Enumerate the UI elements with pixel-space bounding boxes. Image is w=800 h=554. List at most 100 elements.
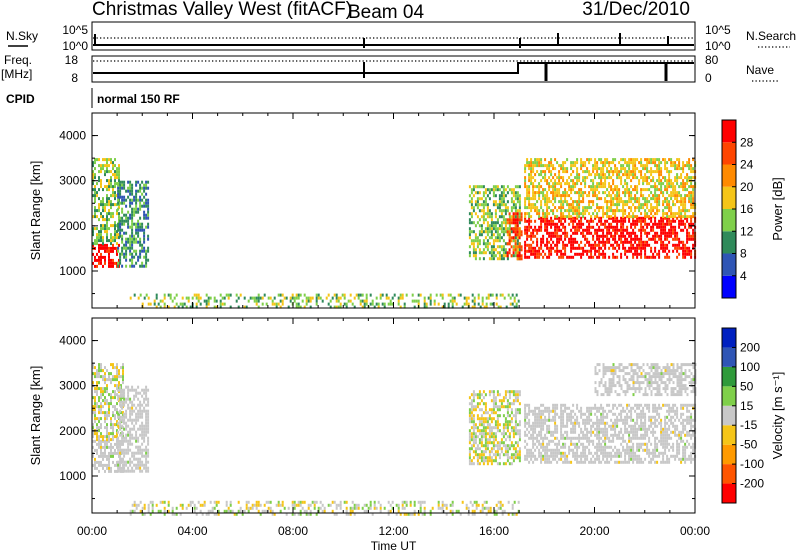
scatter-cell (536, 433, 539, 437)
scatter-cell (494, 411, 497, 415)
scatter-cell (512, 390, 515, 394)
scatter-cell (98, 387, 100, 391)
scatter-cell (490, 215, 493, 219)
scatter-cell (108, 432, 110, 436)
scatter-cell (129, 249, 132, 253)
scatter-cell (548, 206, 551, 210)
scatter-cell (514, 209, 517, 213)
scatter-cell (518, 402, 521, 406)
scatter-cell (297, 305, 300, 309)
scatter-cell (596, 454, 599, 458)
scatter-cell (143, 210, 146, 214)
scatter-cell (116, 463, 118, 467)
scatter-cell (552, 430, 555, 434)
scatter-cell (141, 433, 144, 437)
scatter-cell (474, 405, 477, 409)
scatter-cell (552, 448, 555, 452)
scatter-cell (662, 231, 665, 235)
scatter-cell (536, 170, 539, 174)
scatter-cell (632, 430, 635, 434)
scatter-cell (486, 230, 489, 234)
scatter-cell (100, 390, 102, 394)
scatter-cell (560, 219, 563, 223)
scatter-cell (540, 436, 543, 440)
scatter-cell (131, 237, 134, 241)
scatter-cell (512, 230, 515, 234)
scatter-cell (137, 198, 140, 202)
scatter-cell (237, 296, 240, 300)
scatter-cell (572, 216, 575, 220)
scatter-cell (472, 405, 475, 409)
scatter-cell (494, 188, 497, 192)
scatter-cell (106, 426, 108, 430)
scatter-cell (486, 239, 489, 243)
scatter-cell (108, 402, 110, 406)
scatter-cell (590, 188, 593, 192)
scatter-cell (618, 433, 621, 437)
scatter-cell (141, 204, 144, 208)
scatter-cell (628, 234, 631, 238)
scatter-cell (570, 412, 573, 416)
scatter-cell (538, 197, 541, 201)
scatter-cell (512, 218, 515, 222)
scatter-cell (472, 230, 475, 234)
scatter-cell (626, 451, 629, 455)
scatter-cell (560, 164, 563, 168)
scatter-cell (518, 185, 521, 189)
scatter-cell (596, 231, 599, 235)
scatter-cell (375, 302, 378, 306)
scatter-cell (470, 459, 473, 463)
scatter-cell (578, 445, 581, 449)
scatter-cell (590, 179, 593, 183)
scatter-cell (125, 231, 128, 235)
scatter-cell (534, 255, 537, 259)
scatter-cell (518, 393, 521, 397)
scatter-cell (626, 427, 629, 431)
scatter-cell (654, 231, 657, 235)
scatter-cell (572, 448, 575, 452)
scatter-cell (108, 212, 110, 216)
scatter-cell (512, 200, 515, 204)
scatter-cell (524, 249, 527, 253)
scatter-cell (125, 258, 128, 262)
scatter-region (129, 293, 520, 309)
scatter-cell (562, 164, 565, 168)
scatter-cell (654, 219, 657, 223)
scatter-cell (624, 203, 627, 207)
scatter-cell (112, 414, 114, 418)
scatter-cell (534, 158, 537, 162)
scatter-cell (684, 215, 687, 219)
scatter-cell (640, 225, 643, 229)
scatter-cell (121, 469, 124, 473)
scatter-cell (638, 252, 641, 256)
scatter-cell (612, 209, 615, 213)
scatter-cell (120, 393, 122, 397)
scatter-cell (626, 442, 629, 446)
scatter-cell (488, 417, 491, 421)
scatter-cell (566, 231, 569, 235)
scatter-cell (106, 164, 108, 168)
scatter-cell (642, 176, 645, 180)
scatter-cell (478, 242, 481, 246)
scatter-cell (496, 450, 499, 454)
scatter-cell (594, 231, 597, 235)
scatter-cell (492, 245, 495, 249)
scatter-cell (500, 215, 503, 219)
scatter-cell (594, 176, 597, 180)
scatter-cell (197, 293, 200, 297)
scatter-cell (137, 412, 140, 416)
scatter-cell (437, 302, 440, 306)
scatter-cell (131, 385, 134, 389)
scatter-cell (482, 248, 485, 252)
scatter-cell (602, 167, 605, 171)
scatter-cell (688, 252, 691, 256)
scatter-cell (622, 246, 625, 250)
scatter-cell (574, 424, 577, 428)
scatter-cell (129, 415, 132, 419)
scatter-cell (131, 234, 134, 238)
scatter-cell (584, 243, 587, 247)
scatter-cell (104, 381, 106, 385)
scatter-cell (506, 257, 509, 261)
scatter-cell (123, 454, 126, 458)
scatter-cell (500, 450, 503, 454)
